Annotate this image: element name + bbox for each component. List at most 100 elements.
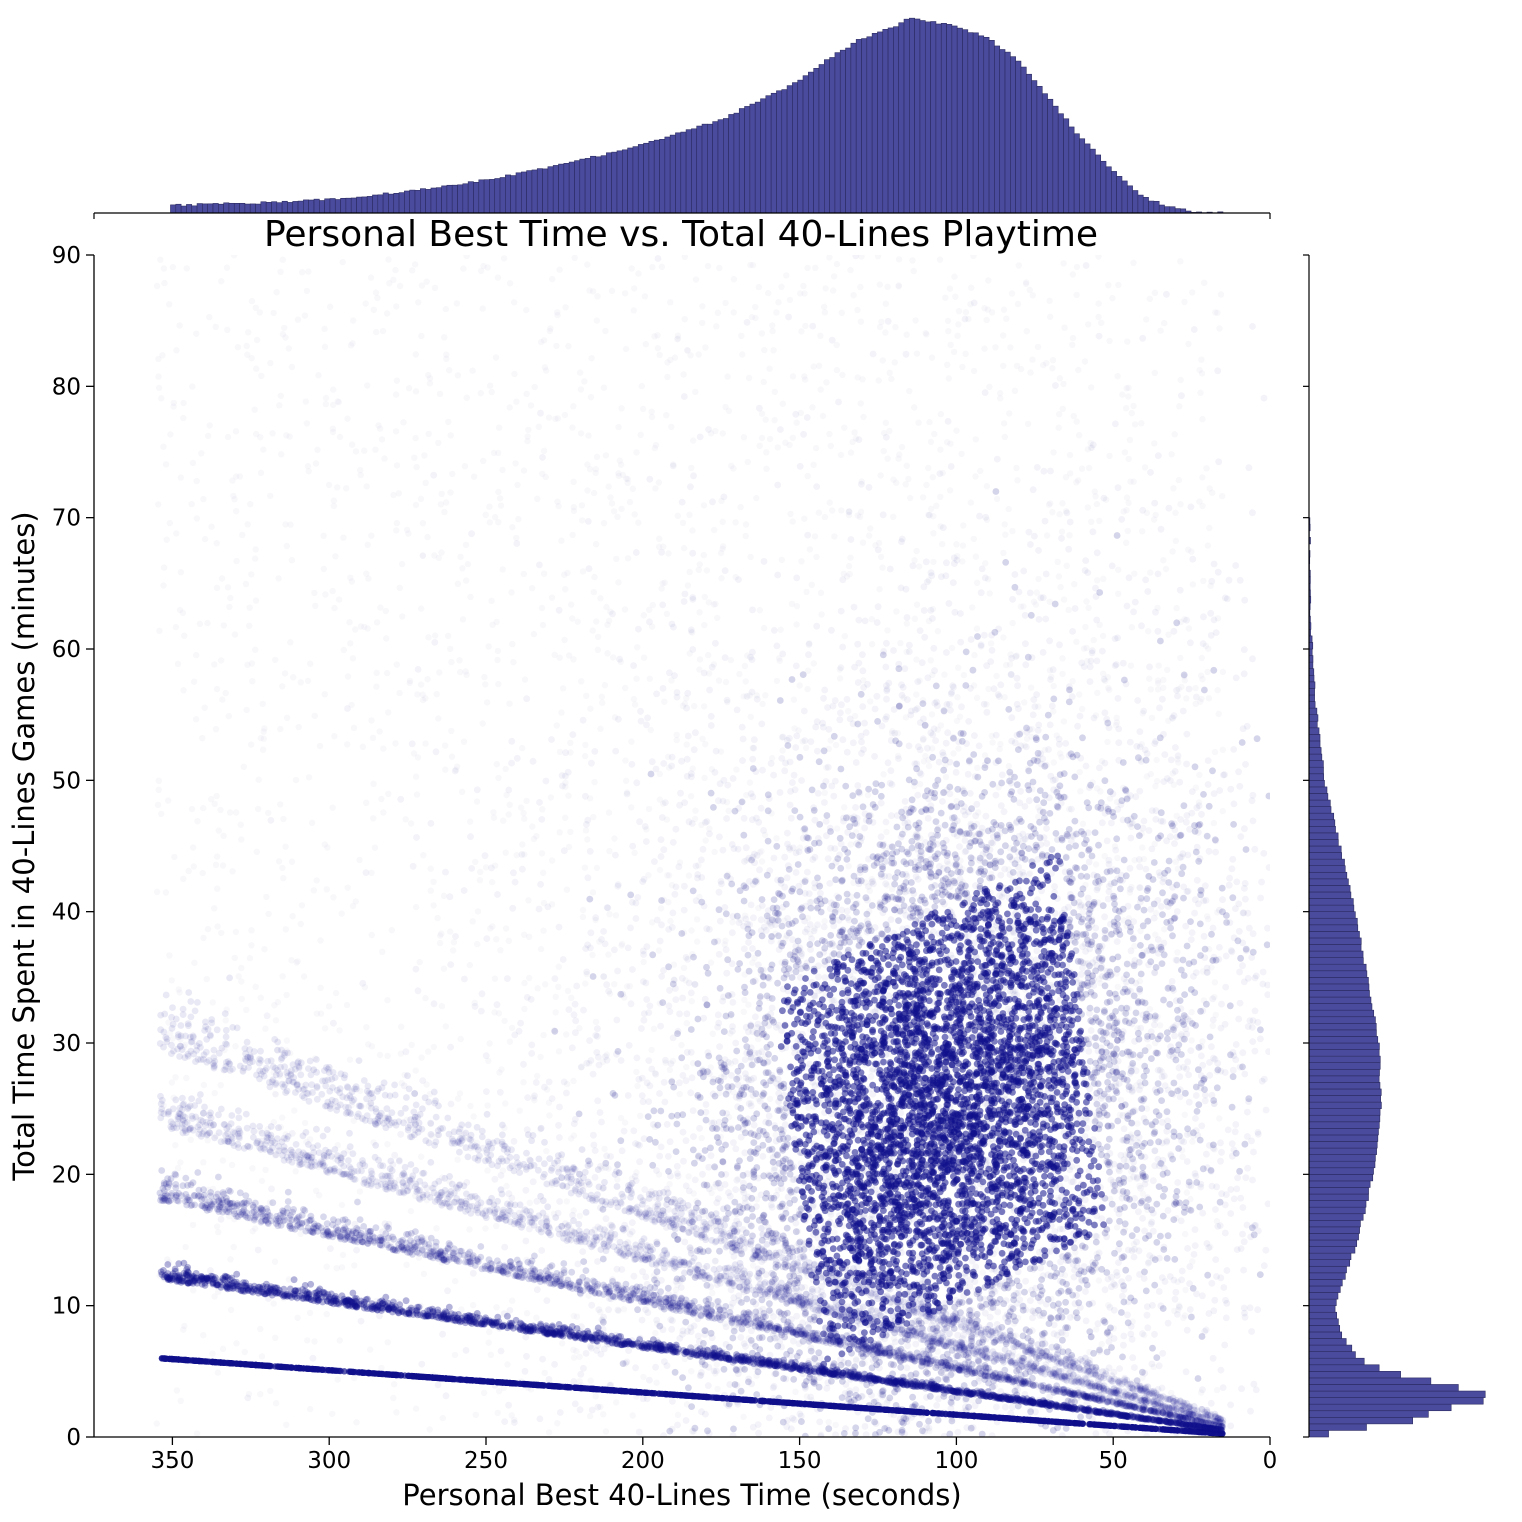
scatter-point xyxy=(958,451,964,457)
scatter-point xyxy=(230,493,236,499)
scatter-point xyxy=(753,695,761,703)
scatter-point xyxy=(688,1227,696,1235)
right-histogram-bar xyxy=(1308,1423,1367,1431)
top-histogram-bar xyxy=(340,197,347,214)
scatter-point xyxy=(247,955,253,961)
scatter-point xyxy=(652,1070,660,1078)
scatter-point xyxy=(1240,1238,1248,1246)
scatter-point xyxy=(985,306,991,312)
scatter-point xyxy=(761,625,767,631)
scatter-point xyxy=(1246,924,1253,932)
scatter-point xyxy=(368,717,374,723)
scatter-point xyxy=(571,1400,579,1408)
scatter-point xyxy=(1123,405,1129,411)
scatter-point xyxy=(653,916,661,924)
scatter-point xyxy=(493,1304,499,1310)
scatter-point xyxy=(972,473,978,479)
scatter-point xyxy=(267,1388,273,1394)
scatter-point xyxy=(977,641,985,649)
scatter-point xyxy=(672,996,680,1003)
top-histogram-bar xyxy=(244,203,251,214)
scatter-point xyxy=(1094,577,1100,583)
scatter-point xyxy=(455,581,461,587)
scatter-point xyxy=(668,1325,676,1333)
scatter-point xyxy=(501,1243,509,1251)
scatter-point xyxy=(1077,788,1083,794)
scatter-point xyxy=(506,938,512,944)
scatter-point xyxy=(613,1265,621,1273)
scatter-point xyxy=(1210,560,1218,568)
scatter-point xyxy=(452,1352,458,1358)
scatter-point xyxy=(1184,887,1192,895)
scatter-point xyxy=(954,1331,962,1339)
scatter-point xyxy=(1154,570,1162,578)
scatter-point xyxy=(565,988,571,994)
scatter-point xyxy=(818,386,824,392)
scatter-point xyxy=(1176,477,1182,483)
top-histogram-bar xyxy=(356,196,363,214)
scatter-point xyxy=(830,792,838,800)
scatter-point xyxy=(316,1192,322,1198)
scatter-point xyxy=(689,1271,697,1278)
scatter-point xyxy=(880,357,886,363)
scatter-point xyxy=(748,1327,755,1335)
scatter-point xyxy=(985,277,991,283)
scatter-point xyxy=(944,1338,951,1346)
right-histogram-bar xyxy=(1308,701,1316,709)
scatter-point xyxy=(1076,1304,1084,1311)
scatter-point xyxy=(494,761,500,767)
scatter-point xyxy=(509,1025,515,1031)
scatter-point xyxy=(887,916,895,923)
scatter-point xyxy=(330,386,336,392)
scatter-point xyxy=(625,555,631,561)
scatter-point xyxy=(891,729,899,737)
scatter-point xyxy=(194,515,200,521)
scatter-point xyxy=(602,682,608,688)
scatter-point xyxy=(290,674,296,680)
scatter-point xyxy=(344,416,350,422)
scatter-point xyxy=(370,815,376,821)
scatter-point xyxy=(177,1159,183,1165)
scatter-point xyxy=(293,1168,299,1174)
scatter-point xyxy=(769,322,775,328)
scatter-point xyxy=(1216,1115,1222,1121)
scatter-point xyxy=(272,1335,278,1341)
scatter-point xyxy=(941,672,947,678)
right-histogram-bar xyxy=(1308,1390,1486,1398)
scatter-point xyxy=(990,1286,997,1294)
scatter-point xyxy=(569,532,575,538)
scatter-point xyxy=(1204,669,1210,675)
scatter-point xyxy=(934,1329,942,1337)
scatter-point xyxy=(1070,271,1076,277)
scatter-point xyxy=(532,1079,540,1086)
scatter-point xyxy=(532,384,538,390)
scatter-point xyxy=(1059,500,1065,506)
scatter-point xyxy=(580,907,586,913)
scatter-point xyxy=(363,1024,369,1030)
scatter-point xyxy=(940,1432,948,1437)
scatter-point xyxy=(784,829,791,837)
scatter-point xyxy=(974,695,980,701)
scatter-point xyxy=(702,1101,710,1108)
scatter-point xyxy=(949,645,955,651)
scatter-point xyxy=(502,1100,508,1106)
scatter-point xyxy=(1130,260,1136,266)
scatter-point xyxy=(778,627,784,633)
right-histogram-bar xyxy=(1308,1160,1376,1169)
scatter-point xyxy=(154,283,160,289)
right-histogram-bar xyxy=(1308,1193,1369,1201)
top-histogram-bar xyxy=(494,178,501,214)
scatter-point xyxy=(1244,1108,1251,1116)
scatter-point xyxy=(351,725,357,731)
scatter-point xyxy=(1132,979,1140,987)
scatter-point xyxy=(954,694,960,700)
scatter-point xyxy=(332,553,338,559)
scatter-point xyxy=(543,474,549,480)
scatter-point xyxy=(733,1277,741,1285)
scatter-point xyxy=(191,863,197,869)
scatter-point xyxy=(588,759,595,767)
scatter-point xyxy=(305,678,311,684)
scatter-point xyxy=(1106,989,1113,997)
top-histogram-bar xyxy=(935,23,942,214)
scatter-point xyxy=(590,288,596,294)
